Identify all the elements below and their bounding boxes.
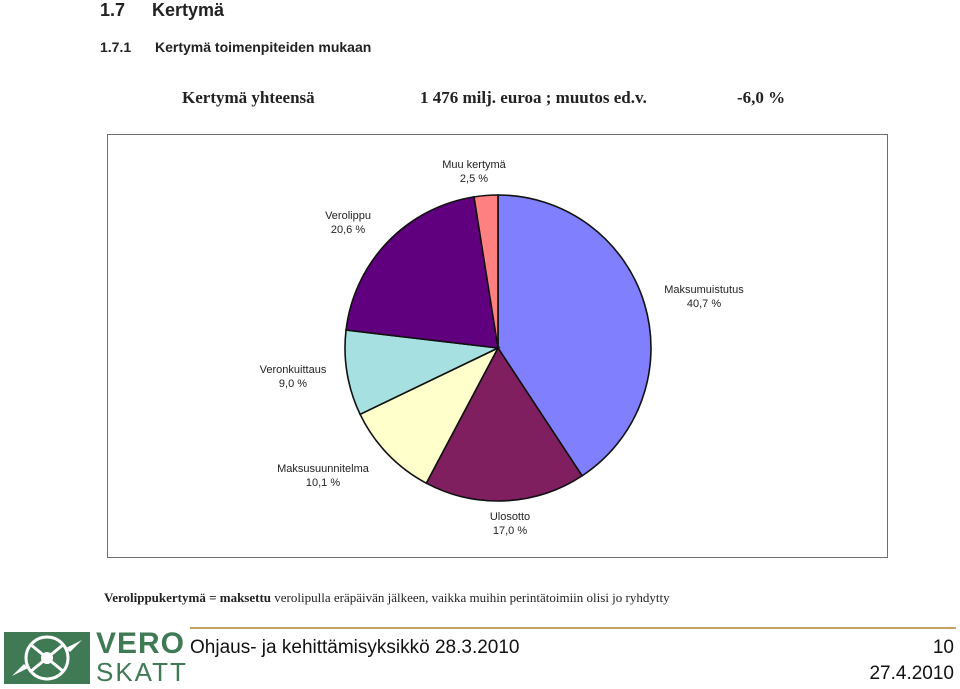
slice-value-label: 10,1 % (306, 477, 340, 489)
section-title: Kertymä (152, 0, 225, 20)
footnote: Verolippukertymä = maksettu verolipulla … (104, 590, 670, 606)
footer-rule (190, 627, 956, 629)
subsection-title: Kertymä toimenpiteiden mukaan (155, 39, 372, 55)
summary-label: Kertymä yhteensä (182, 88, 315, 107)
summary-change: -6,0 % (737, 88, 786, 107)
section-number: 1.7 (100, 0, 126, 20)
logo-skatt-text: SKATT (96, 657, 188, 687)
footer-date: 27.4.2010 (869, 663, 954, 684)
slice-name-label: Ulosotto (490, 511, 530, 523)
slice-value-label: 40,7 % (687, 298, 721, 310)
footer-unit-text: Ohjaus- ja kehittämisyksikkö 28.3.2010 (190, 637, 520, 658)
pie-slice-ulosotto (425, 346, 584, 502)
slice-value-label: 9,0 % (279, 378, 307, 390)
slice-name-label: Muu kertymä (442, 159, 506, 171)
emblem-icon (4, 632, 90, 684)
footnote-text: verolipulla eräpäivän jälkeen, vaikka mu… (274, 590, 670, 605)
slice-value-label: 2,5 % (460, 173, 488, 185)
chart-frame: Maksumuistutus 40,7 % Ulosotto 17,0 % Maksus… (107, 134, 888, 558)
pie-slice-veronkuittaus (344, 329, 501, 416)
pie-slice-verolippu (345, 195, 499, 349)
slice-value-label: 20,6 % (331, 224, 365, 236)
pie-slice-muu-kertym- (473, 194, 499, 349)
pie-slices (344, 194, 652, 502)
pie-chart: Maksumuistutus 40,7 % Ulosotto 17,0 % Maksus… (260, 159, 745, 537)
slice-name-label: Verolippu (325, 210, 371, 222)
subsection-number: 1.7.1 (100, 39, 132, 55)
page-number: 10 (932, 637, 954, 658)
logo-vero-text: VERO (96, 627, 186, 660)
slice-name-label: Maksumuistutus (664, 284, 744, 296)
slice-name-label: Veronkuittaus (260, 364, 327, 376)
slice-name-label: Maksusuunnitelma (277, 463, 370, 475)
summary-value: 1 476 milj. euroa ; muutos ed.v. (420, 88, 647, 107)
pie-slice-maksusuunnitelma (359, 346, 500, 485)
pie-labels: Maksumuistutus 40,7 % Ulosotto 17,0 % Maksus… (260, 159, 745, 537)
footnote-term: Verolippukertymä = maksettu (104, 590, 272, 605)
slice-value-label: 17,0 % (493, 525, 527, 537)
